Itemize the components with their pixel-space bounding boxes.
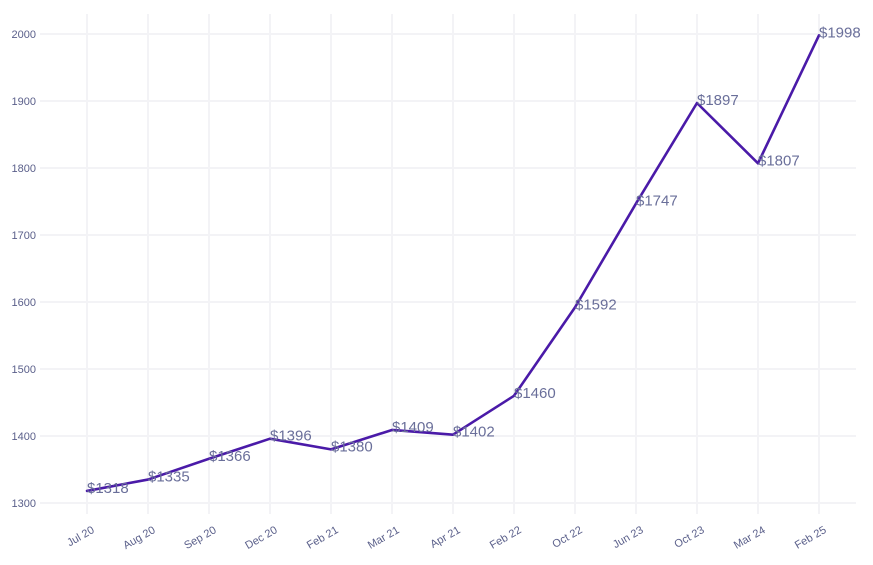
x-tick-label: Mar 21: [366, 524, 402, 552]
y-axis: 1300 1400 1500 1600 1700 1800 1900 2000: [12, 29, 36, 510]
data-label: $1366: [209, 448, 251, 465]
data-label: $1318: [87, 480, 129, 497]
x-tick-label: Feb 25: [793, 524, 829, 552]
x-tick-label: Aug 20: [121, 524, 157, 552]
x-tick-label: Sep 20: [182, 524, 218, 552]
y-tick-label: 2000: [12, 29, 36, 41]
x-tick-label: Feb 21: [305, 524, 341, 552]
x-tick-label: Oct 23: [672, 524, 706, 551]
data-label: $1897: [697, 92, 739, 109]
data-label: $1747: [636, 193, 678, 210]
data-label: $1402: [453, 424, 495, 441]
x-tick-label: Apr 21: [428, 524, 462, 551]
y-tick-label: 1400: [12, 431, 36, 443]
data-label: $1592: [575, 296, 617, 313]
data-label: $1460: [514, 385, 556, 402]
data-label: $1998: [819, 24, 861, 41]
y-tick-label: 1900: [12, 96, 36, 108]
data-label: $1380: [331, 438, 373, 455]
x-tick-label: Oct 22: [550, 524, 584, 551]
y-tick-label: 1300: [12, 498, 36, 510]
data-label: $1409: [392, 419, 434, 436]
x-tick-label: Jul 20: [65, 524, 96, 549]
x-tick-label: Jun 23: [611, 524, 646, 551]
y-tick-label: 1700: [12, 230, 36, 242]
data-label: $1396: [270, 428, 312, 445]
data-label: $1335: [148, 469, 190, 486]
data-label: $1807: [758, 152, 800, 169]
y-tick-label: 1600: [12, 297, 36, 309]
x-axis: Jul 20 Aug 20 Sep 20 Dec 20 Feb 21 Mar 21 Apr …: [65, 524, 828, 552]
data-labels: $1318 $1335 $1366 $1396 $1380 $1409 $1402 $1460…: [87, 24, 861, 497]
chart-grid: [40, 14, 856, 514]
x-tick-label: Feb 22: [488, 524, 524, 552]
x-tick-label: Dec 20: [243, 524, 279, 552]
x-tick-label: Mar 24: [732, 524, 768, 552]
y-tick-label: 1800: [12, 163, 36, 175]
series-line: [85, 34, 821, 493]
y-tick-label: 1500: [12, 364, 36, 376]
